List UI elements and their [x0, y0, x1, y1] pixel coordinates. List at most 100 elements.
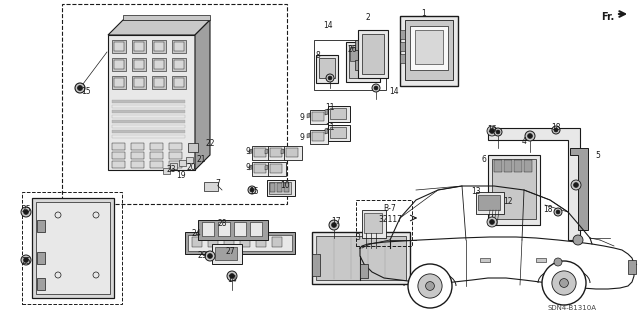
Polygon shape — [150, 161, 163, 168]
Bar — [358, 30, 388, 78]
Bar — [62, 4, 287, 204]
Text: 17: 17 — [331, 218, 341, 226]
Bar — [328, 106, 350, 122]
Circle shape — [554, 258, 562, 266]
Polygon shape — [249, 149, 252, 154]
Circle shape — [556, 210, 560, 214]
Polygon shape — [123, 15, 210, 20]
Polygon shape — [152, 58, 166, 71]
Bar — [316, 236, 406, 280]
Text: B-7
32117: B-7 32117 — [378, 204, 402, 224]
Bar — [312, 232, 410, 284]
Polygon shape — [174, 60, 184, 69]
Circle shape — [490, 219, 495, 225]
Text: 19: 19 — [176, 170, 186, 180]
Circle shape — [418, 274, 442, 298]
Polygon shape — [174, 78, 184, 87]
Bar — [215, 247, 237, 260]
Polygon shape — [325, 109, 328, 115]
Text: 27: 27 — [225, 248, 235, 256]
Bar — [356, 200, 412, 246]
Polygon shape — [150, 143, 163, 150]
Circle shape — [542, 261, 586, 305]
Bar — [240, 237, 250, 247]
Bar — [267, 180, 295, 196]
Polygon shape — [132, 40, 146, 53]
Bar — [349, 45, 377, 78]
Text: 26: 26 — [347, 46, 357, 55]
Polygon shape — [150, 152, 163, 159]
Text: 9: 9 — [246, 164, 250, 173]
Bar — [310, 130, 328, 144]
Polygon shape — [114, 42, 124, 51]
Circle shape — [525, 131, 535, 141]
Circle shape — [227, 271, 237, 281]
Bar — [252, 146, 270, 160]
Circle shape — [554, 128, 558, 132]
Text: 21: 21 — [196, 155, 205, 165]
Circle shape — [21, 207, 31, 217]
Polygon shape — [112, 135, 185, 138]
Bar — [314, 40, 386, 90]
Bar — [476, 192, 504, 214]
Circle shape — [374, 86, 378, 90]
Polygon shape — [265, 165, 268, 170]
Text: 4: 4 — [522, 137, 527, 146]
Text: 14: 14 — [323, 21, 333, 31]
Polygon shape — [112, 76, 126, 89]
Bar — [400, 30, 405, 39]
Text: 11: 11 — [325, 123, 335, 132]
Circle shape — [21, 255, 31, 265]
Text: 8: 8 — [316, 50, 321, 60]
Bar — [270, 183, 275, 192]
Bar — [170, 163, 177, 169]
Circle shape — [77, 85, 83, 91]
Bar — [270, 148, 282, 157]
Bar — [36, 202, 110, 294]
Bar — [628, 260, 636, 274]
Polygon shape — [108, 20, 210, 35]
Bar — [270, 164, 282, 173]
Text: 29: 29 — [197, 251, 207, 261]
Circle shape — [328, 76, 332, 80]
Bar — [284, 183, 289, 192]
Bar — [250, 222, 262, 236]
Circle shape — [494, 128, 502, 136]
Bar — [192, 237, 202, 247]
Bar — [272, 237, 282, 247]
Bar — [362, 34, 384, 74]
Polygon shape — [112, 161, 125, 168]
Polygon shape — [112, 58, 126, 71]
Bar — [188, 235, 292, 251]
Text: 12: 12 — [503, 197, 513, 206]
Polygon shape — [172, 58, 186, 71]
Text: 9: 9 — [246, 147, 250, 157]
Text: 14: 14 — [227, 276, 237, 285]
Text: 1: 1 — [422, 10, 426, 19]
Bar — [480, 258, 490, 262]
Bar — [37, 220, 45, 232]
Bar — [254, 164, 266, 173]
Polygon shape — [108, 35, 195, 170]
Bar — [204, 182, 218, 191]
Polygon shape — [172, 40, 186, 53]
Text: 13: 13 — [471, 188, 481, 197]
Bar — [252, 162, 270, 176]
Text: 9: 9 — [300, 114, 305, 122]
Bar — [524, 160, 532, 172]
Bar — [350, 47, 361, 61]
Polygon shape — [249, 165, 252, 170]
Bar — [400, 16, 458, 86]
Polygon shape — [169, 152, 182, 159]
Polygon shape — [112, 152, 125, 159]
Bar — [188, 143, 198, 152]
Polygon shape — [169, 143, 182, 150]
Bar — [400, 42, 405, 51]
Bar — [346, 42, 380, 82]
Circle shape — [248, 186, 256, 194]
Bar — [179, 160, 186, 166]
Bar — [256, 237, 266, 247]
Polygon shape — [152, 76, 166, 89]
Bar — [364, 47, 375, 61]
Polygon shape — [570, 148, 588, 230]
